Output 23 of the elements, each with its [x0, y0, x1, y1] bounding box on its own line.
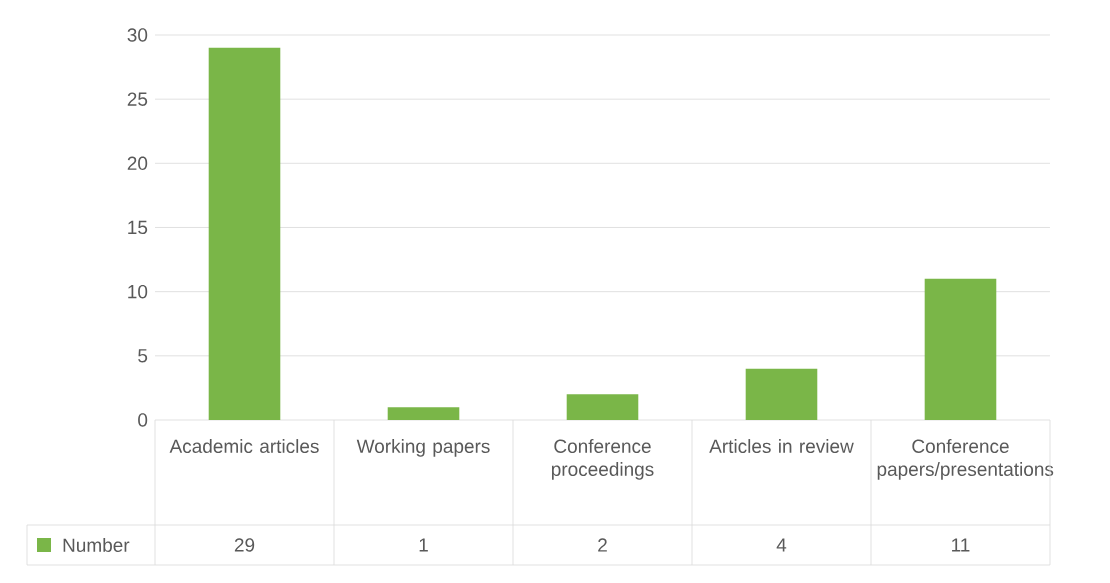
- x-tick-label: Academic articles: [169, 439, 319, 454]
- bar: [566, 394, 639, 420]
- bar: [924, 278, 997, 420]
- y-tick-label: 10: [128, 284, 148, 299]
- data-label: 4: [776, 538, 787, 552]
- y-tick-label: 20: [127, 156, 148, 171]
- bar: [208, 47, 281, 420]
- data-label: 1: [419, 538, 428, 552]
- x-tick-label: Conference proceedings: [551, 439, 654, 480]
- y-tick-label: 25: [127, 92, 148, 106]
- data-label: 11: [952, 538, 970, 552]
- x-tick-label: Conference papers/presentations: [877, 439, 1054, 480]
- data-label: 2: [598, 538, 607, 552]
- legend-label: Number: [63, 538, 130, 552]
- y-tick-label: 30: [127, 28, 148, 42]
- y-tick-label: 5: [138, 349, 148, 363]
- y-tick-label: 0: [138, 413, 148, 427]
- x-tick-label: Working papers: [356, 439, 490, 457]
- bar: [387, 407, 460, 420]
- y-tick-label: 15: [128, 220, 148, 235]
- data-label: 29: [234, 538, 255, 552]
- bar: [745, 368, 818, 420]
- x-tick-label: Articles in review: [709, 439, 854, 454]
